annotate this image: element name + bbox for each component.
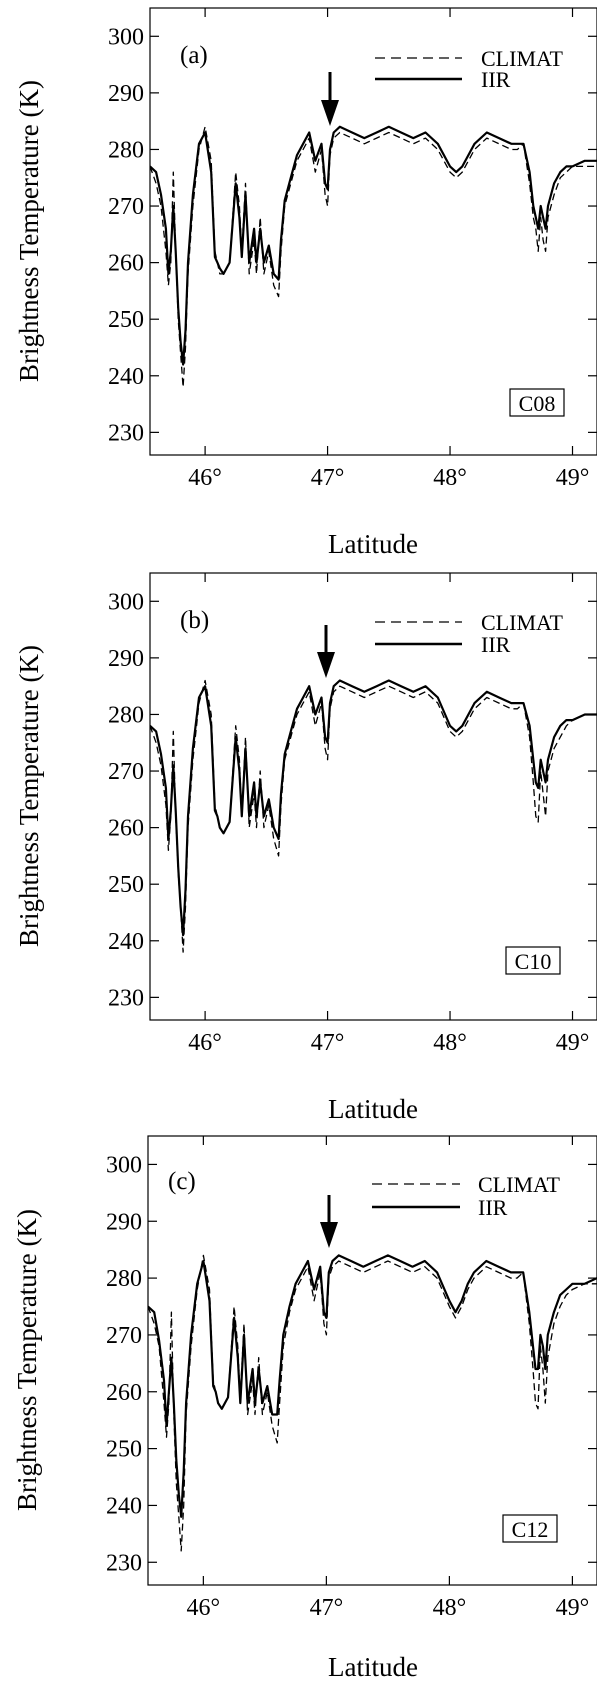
- legend: CLIMAT IIR: [375, 610, 563, 657]
- channel-label: C12: [512, 1517, 549, 1542]
- panel-label: (a): [180, 42, 208, 69]
- series-line-climat: [148, 1254, 597, 1552]
- panel-label: (c): [168, 1168, 196, 1195]
- y-tick-label: 290: [106, 1209, 142, 1235]
- x-tick-label: 49°: [556, 465, 590, 491]
- series-group: [148, 1254, 597, 1552]
- y-tick-label: 250: [106, 1437, 142, 1463]
- channel-badge: C08: [509, 388, 565, 417]
- y-tick-label: 290: [108, 81, 144, 107]
- y-tick-label: 250: [108, 872, 144, 898]
- channel-label: C08: [519, 391, 556, 416]
- series-line-climat: [150, 679, 597, 953]
- channel-badge: C10: [505, 946, 561, 975]
- y-tick-label: 230: [108, 420, 144, 446]
- x-tick-label: 46°: [187, 1595, 221, 1621]
- legend-climat-label: CLIMAT: [481, 46, 563, 71]
- y-tick-label: 240: [106, 1493, 142, 1519]
- x-tick-label: 48°: [433, 465, 467, 491]
- y-tick-label: 270: [108, 194, 144, 220]
- y-axis-label: Brightness Temperature (K): [12, 1209, 42, 1511]
- panel-b: 230 240 250 260 270 280 290 300 46° 47° 48° 49° Br…: [14, 572, 597, 1124]
- x-tick-label: 49°: [556, 1030, 590, 1056]
- y-tick-label: 240: [108, 364, 144, 390]
- plot-frame: [147, 1135, 597, 1586]
- x-axis-ticks: 46° 47° 48° 49°: [188, 573, 589, 1056]
- y-axis-ticks: 230 240 250 260 270 280 290 300: [108, 24, 597, 446]
- x-tick-label: 46°: [188, 1030, 222, 1056]
- y-axis-label: Brightness Temperature (K): [14, 80, 44, 382]
- y-tick-label: 230: [108, 985, 144, 1011]
- y-tick-label: 260: [106, 1380, 142, 1406]
- y-tick-label: 270: [108, 759, 144, 785]
- y-tick-label: 230: [106, 1550, 142, 1576]
- x-axis-ticks: 46° 47° 48° 49°: [188, 8, 589, 491]
- x-axis-ticks: 46° 47° 48° 49°: [187, 1136, 590, 1621]
- x-axis-label: Latitude: [328, 529, 418, 559]
- panel-a: 230 240 250 260 270 280 290 300 46° 47° 48° 49° Br…: [14, 7, 597, 559]
- legend-climat-label: CLIMAT: [481, 610, 563, 635]
- legend-iir-label: IIR: [481, 632, 511, 657]
- y-tick-label: 280: [108, 137, 144, 163]
- y-tick-label: 240: [108, 929, 144, 955]
- y-axis-label: Brightness Temperature (K): [14, 645, 44, 947]
- legend-iir-label: IIR: [478, 1195, 508, 1220]
- legend-iir-label: IIR: [481, 67, 511, 92]
- legend: CLIMAT IIR: [372, 1172, 560, 1220]
- legend: CLIMAT IIR: [375, 46, 563, 92]
- y-tick-label: 250: [108, 307, 144, 333]
- y-tick-label: 300: [108, 24, 144, 50]
- series-line-iir: [150, 679, 597, 937]
- y-axis-ticks: 230 240 250 260 270 280 290 300: [106, 1152, 597, 1576]
- y-tick-label: 290: [108, 646, 144, 672]
- x-axis-label: Latitude: [328, 1652, 418, 1682]
- y-tick-label: 300: [106, 1152, 142, 1178]
- x-tick-label: 48°: [433, 1030, 467, 1056]
- x-tick-label: 47°: [311, 1030, 345, 1056]
- panel-c: 230 240 250 260 270 280 290 300 46° 47° 48° 49° Br…: [12, 1135, 597, 1682]
- arrow-annotation: [321, 72, 339, 126]
- x-tick-label: 49°: [556, 1595, 590, 1621]
- legend-climat-label: CLIMAT: [478, 1172, 560, 1197]
- x-tick-label: 46°: [188, 465, 222, 491]
- channel-label: C10: [515, 949, 552, 974]
- y-tick-label: 300: [108, 589, 144, 615]
- x-tick-label: 47°: [311, 465, 345, 491]
- arrow-annotation: [320, 1195, 338, 1248]
- y-tick-label: 280: [106, 1266, 142, 1292]
- x-tick-label: 47°: [310, 1595, 344, 1621]
- y-tick-label: 260: [108, 251, 144, 277]
- y-tick-label: 270: [106, 1323, 142, 1349]
- series-line-iir: [148, 1254, 597, 1518]
- y-tick-label: 280: [108, 702, 144, 728]
- plot-frame: [149, 572, 597, 1021]
- panel-label: (b): [180, 607, 209, 634]
- plot-frame: [149, 7, 597, 456]
- x-axis-label: Latitude: [328, 1094, 418, 1124]
- series-line-climat: [150, 126, 597, 388]
- y-axis-ticks: 230 240 250 260 270 280 290 300: [108, 589, 597, 1011]
- series-group: [150, 679, 597, 953]
- series-line-iir: [150, 125, 597, 366]
- y-tick-label: 260: [108, 816, 144, 842]
- x-tick-label: 48°: [433, 1595, 467, 1621]
- arrow-annotation: [317, 625, 335, 678]
- series-group: [150, 125, 597, 388]
- channel-badge: C12: [502, 1514, 558, 1543]
